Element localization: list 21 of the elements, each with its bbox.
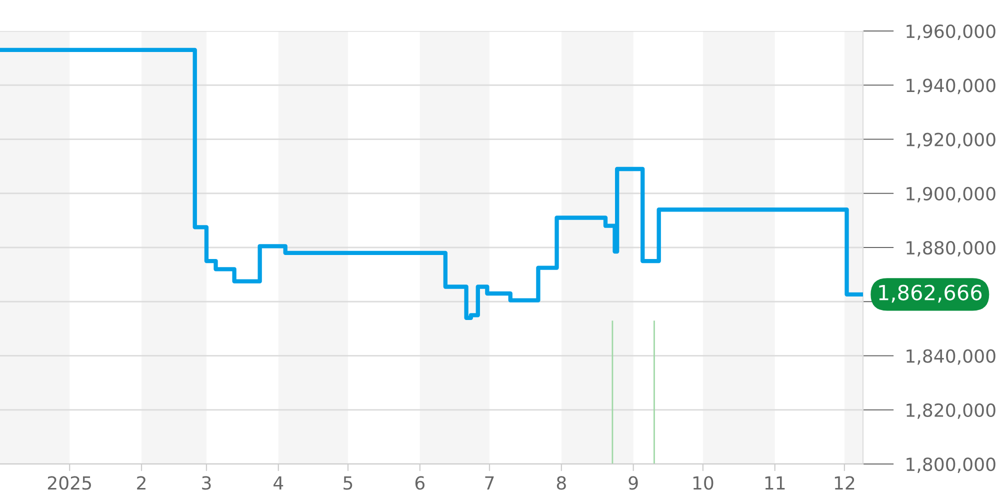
- x-tick-label: 6: [415, 476, 425, 490]
- y-tick-label: 1,900,000: [906, 186, 996, 202]
- x-tick-label: 9: [628, 476, 638, 490]
- x-tick-label: 2025: [48, 476, 91, 490]
- y-tick-label: 1,880,000: [906, 240, 996, 256]
- x-tick-label: 4: [274, 476, 284, 490]
- x-tick-label: 5: [344, 476, 352, 490]
- y-tick-label: 1,940,000: [906, 78, 996, 94]
- annotation: 1,862,666: [879, 284, 982, 303]
- x-tick-label: 7: [485, 476, 494, 490]
- y-tick-label: 1,920,000: [906, 132, 996, 148]
- y-tick-label: 1,840,000: [906, 349, 996, 365]
- x-tick-label: 3: [202, 476, 211, 490]
- x-tick-label: 2: [137, 476, 146, 490]
- x-tick-label: 11: [765, 476, 785, 490]
- x-tick-label: 10: [693, 476, 714, 490]
- y-tick-label: 1,800,000: [906, 457, 996, 473]
- x-tick-label: 12: [834, 476, 854, 490]
- y-tick-label: 1,960,000: [906, 24, 996, 40]
- x-tick-label: 8: [556, 476, 566, 490]
- y-tick-label: 1,820,000: [906, 403, 996, 419]
